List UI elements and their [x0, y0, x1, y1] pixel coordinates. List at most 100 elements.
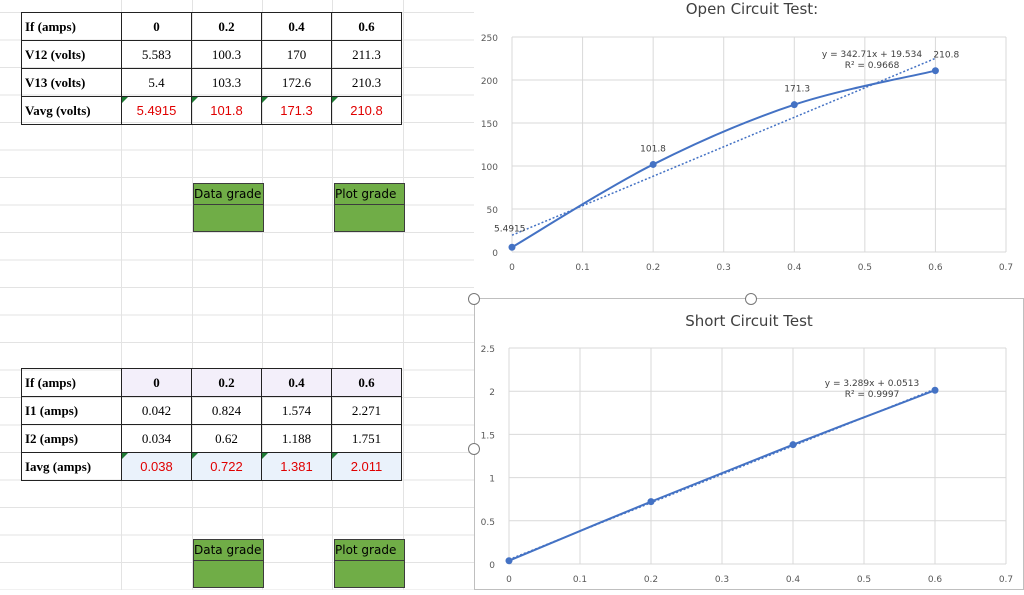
trendline-equation: y = 3.289x + 0.0513 [825, 379, 919, 389]
error-indicator-icon [192, 97, 198, 103]
sc-data-grade-cell[interactable]: Data grade [193, 539, 264, 588]
data-point [508, 243, 516, 251]
row-label[interactable]: If (amps) [21, 12, 122, 41]
cell-value: 103.3 [211, 74, 242, 90]
table-cell[interactable]: 0.042 [121, 396, 192, 425]
cell-value: 0.4 [288, 18, 305, 34]
data-point [790, 101, 798, 109]
table-cell[interactable]: 1.574 [261, 396, 332, 425]
cell-value: 2.011 [350, 459, 383, 474]
table-cell[interactable]: 103.3 [191, 68, 262, 97]
table-cell[interactable]: 210.3 [331, 68, 402, 97]
cell-value: 2.271 [351, 402, 382, 418]
resize-handle[interactable] [468, 293, 480, 305]
cell-value: 1.188 [281, 430, 312, 446]
row-label[interactable]: Vavg (volts) [21, 96, 122, 125]
table-cell[interactable]: 0.4 [261, 12, 332, 41]
cell-value: 0.6 [358, 18, 375, 34]
series-line [511, 69, 936, 249]
column-gridline [192, 0, 193, 590]
oc-data-grade-cell[interactable]: Data grade [193, 183, 264, 232]
table-cell[interactable]: 5.4915 [121, 96, 192, 125]
y-tick-label: 1.5 [481, 431, 495, 441]
table-cell[interactable]: 5.583 [121, 40, 192, 69]
table-cell[interactable]: 210.8 [331, 96, 402, 125]
table-cell[interactable]: 0.824 [191, 396, 262, 425]
table-cell[interactable]: 172.6 [261, 68, 332, 97]
x-tick-label: 0.2 [646, 263, 660, 273]
table-row: If (amps) 0 0.2 0.4 0.6 [21, 12, 402, 41]
table-cell[interactable]: 170 [261, 40, 332, 69]
table-cell[interactable]: 0.2 [191, 12, 262, 41]
data-point [505, 557, 513, 565]
cell-value: 1.751 [351, 430, 382, 446]
cell-value: 0.038 [140, 459, 173, 474]
x-tick-label: 0.3 [715, 575, 729, 585]
table-cell[interactable]: 0.2 [191, 368, 262, 397]
row-label[interactable]: I2 (amps) [21, 424, 122, 453]
table-row: V12 (volts) 5.583 100.3 170 211.3 [21, 40, 402, 69]
x-tick-label: 0.7 [999, 575, 1013, 585]
y-tick-label: 0 [492, 249, 498, 259]
table-cell[interactable]: 171.3 [261, 96, 332, 125]
x-tick-label: 0 [509, 263, 515, 273]
open-circuit-chart[interactable]: Open Circuit Test: 0 50 100 150 200 250 0 0.1 0.2… [474, 0, 1024, 288]
trendline [511, 57, 936, 236]
cell-value: 172.6 [281, 74, 312, 90]
sc-plot-grade-cell[interactable]: Plot grade [334, 539, 405, 588]
short-circuit-chart[interactable]: Short Circuit Test 0 0.5 1 1.5 2 2.5 0 0.1 0.2 0.3… [474, 298, 1024, 590]
row-label[interactable]: V13 (volts) [21, 68, 122, 97]
row-label[interactable]: If (amps) [21, 368, 122, 397]
x-tick-label: 0.1 [575, 263, 589, 273]
data-label: 101.8 [640, 144, 666, 154]
table-cell[interactable]: 211.3 [331, 40, 402, 69]
cell-value: 0.6 [358, 374, 375, 390]
open-circuit-table: If (amps) 0 0.2 0.4 0.6 V12 (volts) 5.583 100.3… [21, 12, 402, 125]
y-tick-label: 0.5 [481, 518, 495, 528]
table-cell[interactable]: 0 [121, 12, 192, 41]
cell-value: 0.62 [215, 430, 238, 446]
open-circuit-chart-svg: Open Circuit Test: 0 50 100 150 200 250 0 0.1 0.2… [481, 0, 1013, 273]
table-cell[interactable]: 0.6 [331, 368, 402, 397]
table-cell[interactable]: 0.034 [121, 424, 192, 453]
table-cell[interactable]: 101.8 [191, 96, 262, 125]
table-row: Iavg (amps) 0.038 0.722 1.381 2.011 [21, 452, 402, 481]
cell-value: 171.3 [280, 103, 313, 118]
resize-handle[interactable] [468, 443, 480, 455]
y-tick-label: 250 [481, 34, 498, 44]
table-cell[interactable]: 0.038 [121, 452, 192, 481]
table-cell[interactable]: 0.4 [261, 368, 332, 397]
table-cell[interactable]: 0.6 [331, 12, 402, 41]
trendline-equation: y = 342.71x + 19.534 [822, 50, 922, 60]
column-gridline [262, 0, 263, 590]
cell-value: 0.824 [211, 402, 242, 418]
table-cell[interactable]: 1.188 [261, 424, 332, 453]
resize-handle[interactable] [745, 293, 757, 305]
short-circuit-chart-svg: Short Circuit Test 0 0.5 1 1.5 2 2.5 0 0.1 0.2 0.3… [481, 312, 1013, 585]
x-tick-label: 0 [506, 575, 512, 585]
cell-value: 101.8 [210, 103, 243, 118]
cell-value: 100.3 [211, 46, 242, 62]
cell-value: 0.042 [141, 402, 172, 418]
cell-value: 210.8 [350, 103, 383, 118]
table-cell[interactable]: 100.3 [191, 40, 262, 69]
data-point [647, 498, 655, 506]
table-cell[interactable]: 2.011 [331, 452, 402, 481]
table-cell[interactable]: 5.4 [121, 68, 192, 97]
row-label[interactable]: Iavg (amps) [21, 452, 122, 481]
table-row: I1 (amps) 0.042 0.824 1.574 2.271 [21, 396, 402, 425]
table-cell[interactable]: 0.62 [191, 424, 262, 453]
table-cell[interactable]: 0.722 [191, 452, 262, 481]
cell-value: 0 [153, 374, 160, 390]
table-cell[interactable]: 2.271 [331, 396, 402, 425]
row-label[interactable]: I1 (amps) [21, 396, 122, 425]
y-tick-label: 100 [481, 163, 498, 173]
table-cell[interactable]: 0 [121, 368, 192, 397]
table-cell[interactable]: 1.381 [261, 452, 332, 481]
y-tick-label: 0 [489, 561, 495, 571]
table-row: If (amps) 0 0.2 0.4 0.6 [21, 368, 402, 397]
row-label[interactable]: V12 (volts) [21, 40, 122, 69]
oc-plot-grade-cell[interactable]: Plot grade [334, 183, 405, 232]
table-cell[interactable]: 1.751 [331, 424, 402, 453]
y-tick-label: 50 [487, 206, 499, 216]
